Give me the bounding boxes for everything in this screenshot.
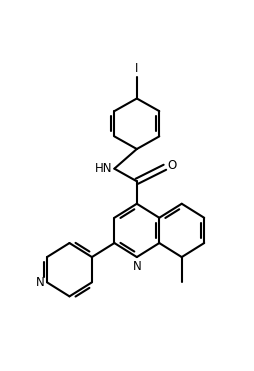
Text: N: N: [132, 260, 141, 273]
Text: O: O: [167, 160, 176, 173]
Text: HN: HN: [95, 162, 112, 175]
Text: N: N: [36, 276, 45, 289]
Text: I: I: [135, 62, 138, 75]
